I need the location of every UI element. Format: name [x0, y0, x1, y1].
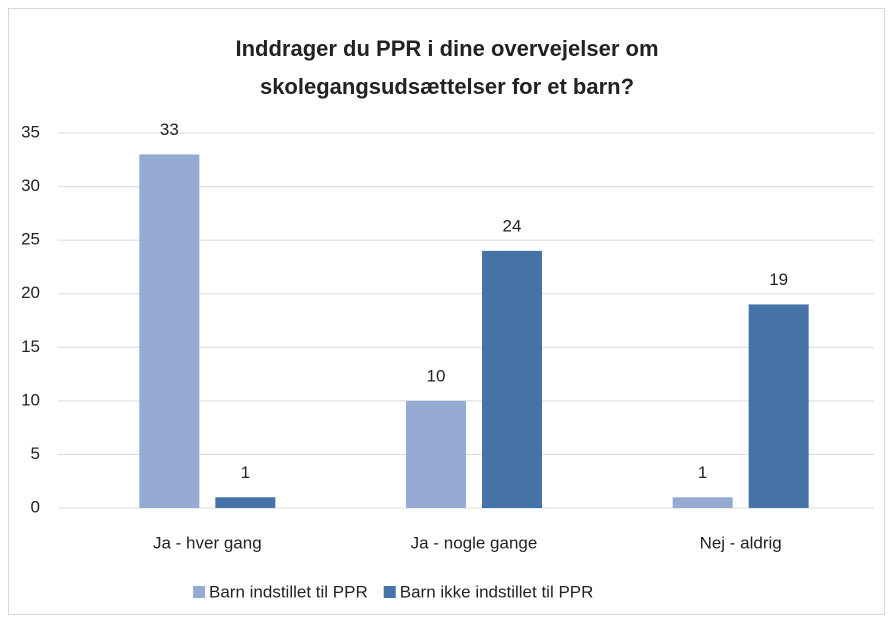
y-tick-label: 35 — [21, 122, 40, 141]
bar — [672, 497, 733, 508]
data-label: 19 — [769, 270, 788, 289]
data-label: 1 — [241, 463, 250, 482]
bar — [748, 304, 809, 508]
bar — [139, 154, 200, 508]
x-tick-label: Nej - aldrig — [700, 533, 782, 552]
bar — [406, 400, 466, 508]
legend-swatch — [383, 586, 396, 598]
y-tick-label: 0 — [31, 497, 40, 516]
data-label: 10 — [427, 366, 446, 385]
bar — [482, 250, 542, 508]
data-label: 24 — [503, 216, 522, 235]
data-label: 1 — [698, 463, 707, 482]
x-tick-label: Ja - hver gang — [153, 533, 262, 552]
y-tick-label: 5 — [31, 444, 40, 463]
bar — [215, 497, 276, 508]
y-tick-label: 25 — [21, 230, 40, 249]
legend-label: Barn ikke indstillet til PPR — [400, 582, 594, 601]
y-tick-label: 15 — [21, 337, 40, 356]
x-tick-label: Ja - nogle gange — [411, 533, 538, 552]
chart-title: skolegangsudsættelser for et barn? — [260, 74, 634, 99]
legend-label: Barn indstillet til PPR — [209, 582, 368, 601]
y-tick-label: 30 — [21, 176, 40, 195]
y-tick-label: 10 — [21, 390, 40, 409]
y-tick-label: 20 — [21, 283, 40, 302]
data-label: 33 — [160, 120, 179, 139]
chart-title: Inddrager du PPR i dine overvejelser om — [235, 36, 658, 61]
legend-swatch — [193, 586, 205, 598]
